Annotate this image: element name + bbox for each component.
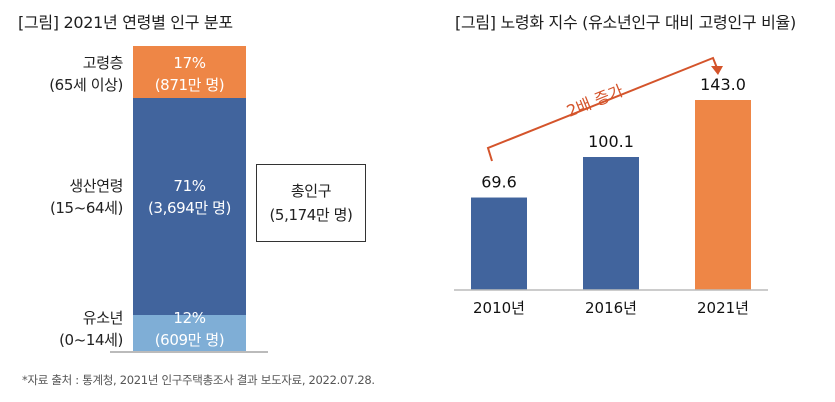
stack-segment-youth	[133, 315, 246, 351]
x-tick-label: 2010년	[473, 299, 525, 317]
bar-value-label: 69.6	[481, 173, 517, 192]
elderly-segment-label: 17% (871만 명)	[133, 52, 246, 96]
working-name: 생산연령	[69, 177, 123, 195]
increase-annotation: 2배 증가	[564, 81, 626, 121]
youth-percent: 12%	[173, 309, 206, 327]
x-tick-label: 2021년	[697, 299, 749, 317]
elderly-category-label: 고령층 (65세 이상)	[49, 52, 123, 96]
total-population-box: 총인구 (5,174만 명)	[256, 164, 366, 242]
working-category-label: 생산연령 (15~64세)	[50, 175, 123, 219]
bar-2010년	[471, 197, 527, 290]
youth-category-label: 유소년 (0~14세)	[59, 307, 123, 351]
x-tick-label: 2016년	[585, 299, 637, 317]
total-label: 총인구	[290, 182, 332, 200]
elderly-range: (65세 이상)	[49, 76, 123, 94]
increase-arrow-line	[486, 56, 718, 162]
stacked-bar	[133, 46, 246, 351]
bar-value-label: 143.0	[700, 75, 746, 94]
increase-arrow-head-icon	[711, 66, 723, 75]
working-segment-label: 71% (3,694만 명)	[133, 175, 246, 219]
source-footnote: *자료 출처 : 통계청, 2021년 인구주택총조사 결과 보도자료, 202…	[22, 373, 375, 387]
elderly-name: 고령층	[82, 54, 124, 72]
working-count: (3,694만 명)	[147, 199, 231, 217]
working-percent: 71%	[173, 177, 206, 195]
aging-index-chart: 69.6 2010년 100.1 2016년 143.0 2021년 2배 증가	[454, 56, 768, 317]
elderly-count: (871만 명)	[154, 76, 225, 94]
youth-name: 유소년	[82, 309, 124, 327]
youth-segment-label: 12% (609만 명)	[133, 307, 246, 351]
bar-2016년	[583, 157, 639, 290]
youth-count: (609만 명)	[154, 331, 225, 349]
bar-2021년	[695, 100, 751, 290]
total-value: (5,174만 명)	[269, 206, 353, 224]
left-chart-title: [그림] 2021년 연령별 인구 분포	[18, 13, 233, 32]
bar-value-label: 100.1	[588, 132, 634, 151]
stack-segment-elderly	[133, 46, 246, 98]
left-chart-baseline	[110, 351, 268, 353]
right-chart-title: [그림] 노령화 지수 (유소년인구 대비 고령인구 비율)	[455, 13, 796, 32]
working-range: (15~64세)	[49, 199, 123, 217]
elderly-percent: 17%	[173, 54, 206, 72]
youth-range: (0~14세)	[59, 331, 123, 349]
stack-segment-working-age	[133, 98, 246, 315]
